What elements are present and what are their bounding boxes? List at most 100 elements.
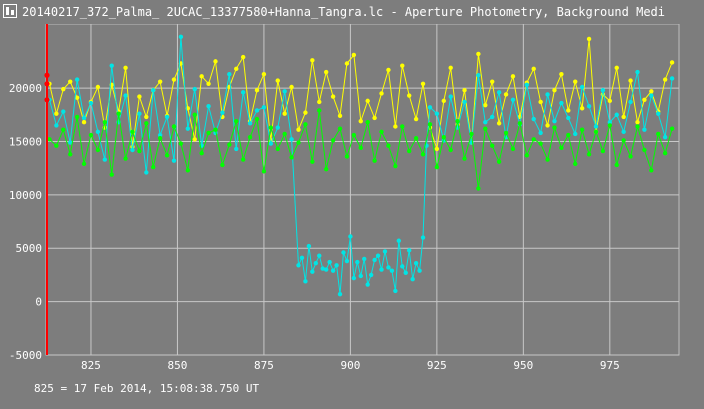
data-point bbox=[635, 69, 640, 75]
data-point bbox=[573, 161, 578, 167]
data-point bbox=[192, 86, 197, 92]
app-icon[interactable] bbox=[3, 4, 17, 18]
data-point bbox=[123, 93, 128, 98]
data-point bbox=[656, 111, 661, 116]
data-point bbox=[368, 272, 374, 278]
data-point bbox=[382, 249, 388, 254]
photometry-chart[interactable]: -5000 0 5000 10000 15000 20000 825 850 875 900 925… bbox=[0, 24, 704, 380]
data-point bbox=[220, 162, 225, 168]
data-point bbox=[538, 141, 543, 146]
data-point bbox=[413, 116, 419, 122]
data-point bbox=[185, 168, 191, 173]
data-point bbox=[102, 120, 108, 125]
data-point bbox=[607, 120, 613, 125]
data-point bbox=[351, 132, 357, 138]
data-point bbox=[234, 146, 239, 152]
data-point bbox=[483, 102, 488, 108]
data-point bbox=[434, 111, 440, 116]
data-point bbox=[559, 100, 564, 106]
data-point bbox=[642, 127, 647, 132]
data-point bbox=[123, 65, 128, 70]
data-point bbox=[240, 157, 246, 162]
data-point bbox=[593, 124, 599, 129]
data-point bbox=[61, 127, 66, 132]
data-point bbox=[400, 124, 405, 129]
data-point bbox=[88, 100, 94, 106]
data-point bbox=[635, 124, 640, 129]
data-point bbox=[573, 79, 578, 84]
data-point bbox=[365, 282, 370, 287]
x-tick-label: 975 bbox=[600, 359, 620, 372]
data-point bbox=[406, 148, 412, 154]
data-point bbox=[503, 92, 509, 97]
data-point bbox=[151, 164, 156, 170]
x-tick-label: 850 bbox=[168, 359, 188, 372]
data-point bbox=[552, 118, 557, 124]
data-point bbox=[137, 148, 142, 154]
data-point bbox=[164, 153, 170, 158]
data-point bbox=[317, 253, 322, 258]
data-point bbox=[649, 89, 654, 94]
data-point bbox=[330, 138, 336, 143]
data-point bbox=[130, 147, 135, 153]
data-point bbox=[656, 131, 661, 137]
data-point bbox=[268, 141, 274, 146]
data-point bbox=[54, 143, 59, 148]
data-point bbox=[462, 88, 467, 93]
data-point bbox=[348, 234, 353, 239]
data-point bbox=[310, 159, 315, 164]
data-point bbox=[81, 115, 87, 121]
data-point bbox=[261, 71, 267, 77]
data-point bbox=[227, 142, 232, 147]
data-point bbox=[406, 93, 412, 98]
data-point bbox=[178, 34, 184, 40]
data-point bbox=[517, 121, 523, 126]
data-point bbox=[496, 121, 502, 126]
data-point bbox=[47, 137, 52, 142]
data-point bbox=[406, 248, 412, 253]
data-point bbox=[510, 146, 516, 152]
data-point bbox=[275, 146, 280, 152]
data-point bbox=[427, 105, 433, 110]
data-point bbox=[282, 111, 287, 116]
data-point bbox=[171, 124, 177, 129]
data-point bbox=[420, 81, 426, 86]
data-point bbox=[227, 71, 232, 77]
data-point bbox=[213, 59, 218, 64]
data-point bbox=[185, 126, 191, 131]
data-point bbox=[410, 276, 415, 282]
window-title: 20140217_372_Palma_ 2UCAC_13377580+Hanna… bbox=[22, 5, 665, 19]
data-point bbox=[254, 108, 260, 113]
data-point bbox=[303, 110, 308, 115]
data-point bbox=[164, 114, 170, 120]
data-point bbox=[61, 109, 66, 114]
data-point bbox=[393, 124, 398, 129]
data-point bbox=[396, 238, 402, 243]
data-point bbox=[662, 150, 668, 156]
data-point bbox=[462, 99, 467, 105]
data-point bbox=[586, 152, 592, 157]
data-point bbox=[413, 260, 419, 266]
data-point bbox=[330, 268, 336, 273]
data-point bbox=[157, 136, 163, 141]
data-point bbox=[393, 163, 398, 169]
data-point bbox=[621, 114, 626, 120]
data-point bbox=[403, 270, 408, 275]
data-point bbox=[566, 115, 571, 121]
data-point bbox=[275, 125, 280, 130]
data-point bbox=[289, 84, 294, 90]
data-point bbox=[247, 121, 253, 126]
data-point bbox=[490, 143, 495, 148]
title-bar: 20140217_372_Palma_ 2UCAC_13377580+Hanna… bbox=[0, 0, 704, 24]
data-point bbox=[490, 114, 495, 120]
data-point bbox=[559, 145, 564, 151]
data-point bbox=[171, 77, 177, 82]
data-point bbox=[393, 288, 398, 294]
data-point bbox=[240, 90, 246, 95]
data-point bbox=[538, 99, 543, 105]
data-point bbox=[669, 60, 675, 65]
data-point bbox=[386, 67, 391, 73]
data-point bbox=[61, 86, 66, 92]
data-point bbox=[247, 134, 253, 140]
data-point bbox=[213, 127, 218, 132]
